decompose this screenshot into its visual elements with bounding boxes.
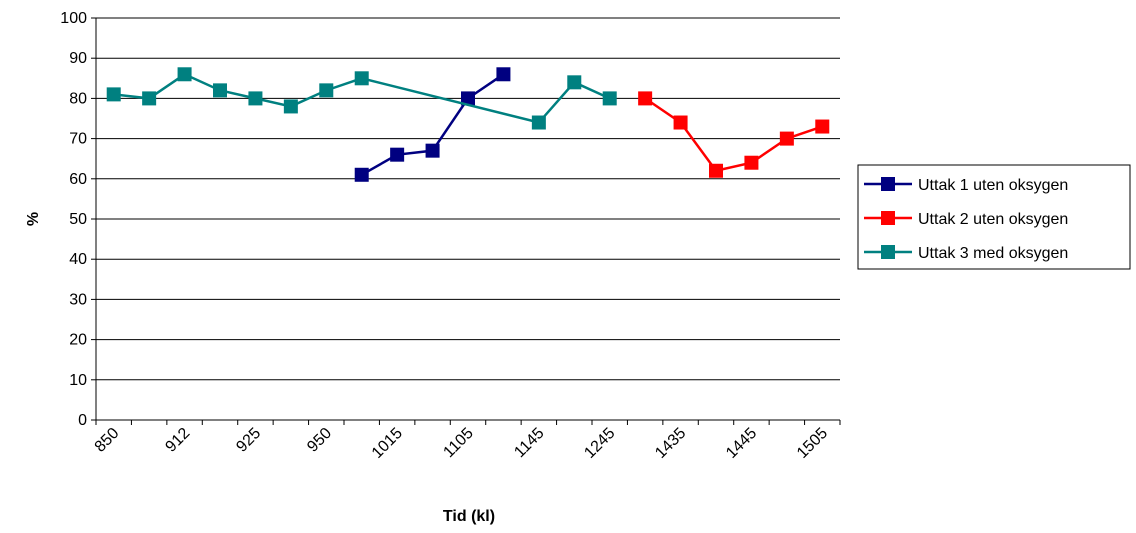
- data-point: [567, 75, 582, 90]
- y-axis-title: %: [25, 212, 42, 226]
- y-tick-label: 30: [69, 291, 87, 308]
- x-tick-label: 912: [162, 425, 193, 456]
- data-point: [213, 83, 227, 98]
- data-point: [744, 155, 759, 170]
- y-tick-label: 80: [69, 90, 87, 107]
- legend-label: Uttak 3 med oksygen: [918, 245, 1068, 262]
- legend: Uttak 1 uten oksygen Uttak 2 uten oksygen…: [857, 164, 1131, 270]
- legend-item: Uttak 2 uten oksygen: [864, 211, 1068, 228]
- series-3: [106, 67, 617, 130]
- legend-label: Uttak 1 uten oksygen: [918, 177, 1068, 194]
- data-point: [142, 91, 157, 106]
- y-tick-label: 20: [69, 332, 87, 349]
- data-point: [283, 99, 298, 114]
- x-tick-label: 925: [233, 425, 264, 456]
- x-tick-label: 1505: [794, 425, 831, 462]
- y-tick-label: 40: [69, 251, 87, 268]
- data-point: [319, 83, 334, 98]
- series-2: [638, 91, 830, 178]
- data-point: [673, 115, 688, 130]
- data-point: [709, 163, 723, 178]
- y-tick-label: 70: [69, 131, 87, 148]
- y-tick-label: 100: [60, 10, 87, 27]
- x-tick-label: 1435: [652, 425, 689, 462]
- x-tick-label: 850: [92, 425, 123, 456]
- data-point: [106, 87, 121, 102]
- data-point: [425, 143, 440, 158]
- y-tick-label: 60: [69, 171, 87, 188]
- series-line: [361, 73, 505, 176]
- data-point: [638, 91, 653, 106]
- x-tick-label: 1015: [369, 425, 406, 462]
- data-point: [461, 91, 475, 106]
- legend-marker: [881, 177, 895, 191]
- y-tick-label: 50: [69, 211, 87, 228]
- series-line: [644, 97, 823, 173]
- data-point: [531, 115, 546, 130]
- data-point: [354, 167, 369, 182]
- y-tick-label: 0: [78, 412, 87, 429]
- gridlines: [96, 17, 840, 381]
- y-tick-label: 10: [69, 372, 87, 389]
- x-tick-label: 1145: [511, 425, 547, 461]
- legend-label: Uttak 2 uten oksygen: [918, 211, 1068, 228]
- legend-marker: [881, 211, 895, 225]
- data-point: [815, 119, 830, 134]
- data-point: [496, 67, 511, 82]
- data-point: [602, 91, 617, 106]
- x-tick-label: 950: [304, 425, 335, 456]
- x-tick-label: 1245: [581, 425, 618, 462]
- legend-item: Uttak 3 med oksygen: [864, 245, 1068, 262]
- data-point: [779, 131, 794, 146]
- x-tick-label: 1445: [723, 425, 760, 462]
- data-point: [248, 91, 263, 106]
- legend-marker: [881, 245, 895, 259]
- data-point: [390, 147, 405, 162]
- series-1: [354, 67, 511, 182]
- x-axis-title: Tid (kl): [443, 508, 495, 525]
- data-point: [177, 67, 192, 82]
- y-tick-label: 90: [69, 50, 87, 67]
- data-point: [354, 71, 369, 86]
- legend-item: Uttak 1 uten oksygen: [864, 177, 1068, 194]
- series-group: [106, 67, 830, 182]
- x-tick-label: 1105: [440, 425, 476, 461]
